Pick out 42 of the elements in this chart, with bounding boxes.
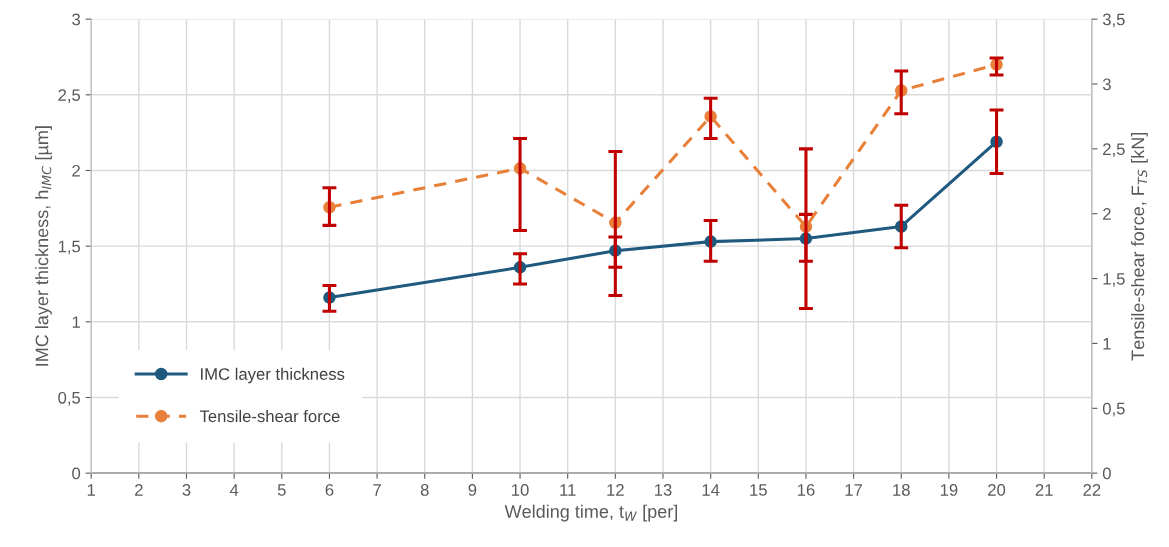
x-tick-label: 5 (277, 484, 286, 496)
x-tick-label: 18 (893, 484, 910, 496)
x-tick-label: 3 (182, 484, 191, 496)
x-tick-label: 17 (845, 484, 863, 496)
x-tick-label: 12 (607, 484, 624, 496)
y-tick-label: 1,5 (58, 240, 81, 255)
legend-label: IMC layer thickness (201, 367, 345, 384)
y2-tick-label: 2 (1103, 208, 1111, 220)
x-tick-label: 2 (135, 484, 143, 496)
y-tick-label: 0,5 (58, 391, 81, 406)
x-tick-label: 21 (1035, 484, 1053, 496)
y2-tick-label: 1 (1103, 338, 1111, 350)
y-tick-label: 2 (72, 164, 80, 177)
legend-label: Tensile-shear force (199, 409, 340, 423)
y2-tick-label: 0 (1102, 467, 1111, 480)
x-tick-label: 13 (654, 484, 672, 496)
x-tick-label: 11 (560, 484, 576, 496)
y-tick-label: 1 (72, 316, 80, 328)
y2-tick-label: 3 (1102, 78, 1111, 91)
x-axis-title: Welding time, t$_{W}$ [per] (504, 504, 677, 522)
x-tick-label: 19 (940, 484, 958, 496)
x-tick-label: 8 (420, 484, 429, 496)
y-axis-title: IMC layer thickness, h$_{IMC}$ [µm] (35, 126, 52, 366)
x-tick-label: 14 (702, 484, 720, 496)
x-tick-label: 1 (87, 484, 95, 496)
x-tick-label: 7 (373, 484, 381, 496)
y2-tick-label: 2,5 (1103, 143, 1125, 158)
x-tick-label: 10 (512, 484, 529, 496)
x-tick-label: 22 (1083, 484, 1101, 496)
y-tick-label: 0 (72, 467, 81, 480)
x-tick-label: 9 (468, 484, 477, 496)
x-tick-label: 20 (988, 484, 1006, 496)
y-tick-label: 2,5 (58, 89, 81, 103)
y2-tick-label: 1,5 (1103, 273, 1125, 287)
x-tick-label: 15 (750, 484, 767, 496)
x-tick-label: 4 (229, 484, 239, 496)
y-tick-label: 3 (72, 13, 81, 26)
y2-tick-label: 0,5 (1102, 402, 1125, 417)
y2-axis-title: Tensile-shear force, F$_{TS}$ [kN] (1130, 132, 1148, 361)
y2-tick-label: 3,5 (1102, 13, 1125, 28)
x-tick-label: 16 (797, 484, 815, 496)
x-tick-label: 6 (325, 484, 334, 496)
